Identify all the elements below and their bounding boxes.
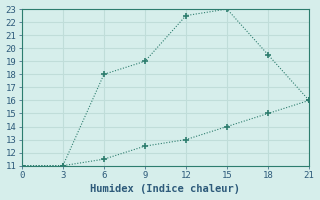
X-axis label: Humidex (Indice chaleur): Humidex (Indice chaleur) (91, 184, 240, 194)
